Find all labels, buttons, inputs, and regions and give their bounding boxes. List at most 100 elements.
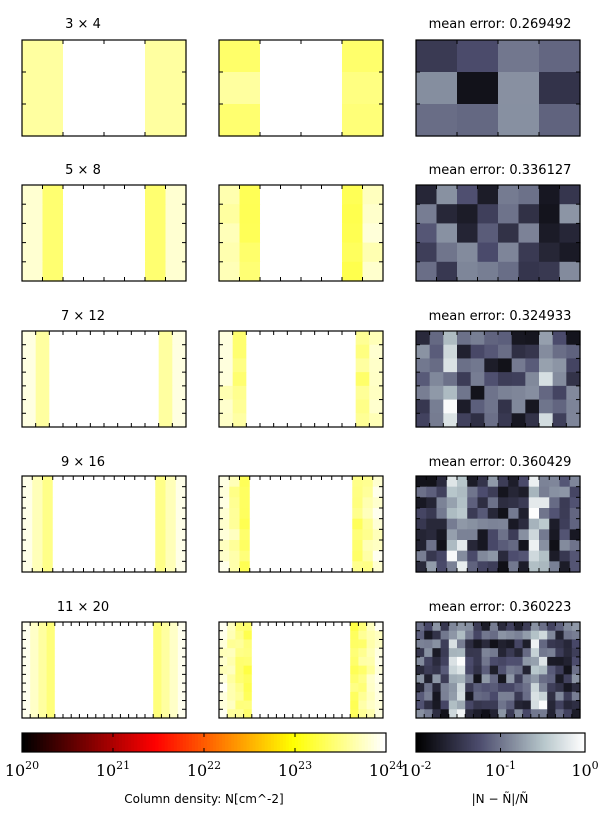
heatmap-cell xyxy=(42,518,54,530)
heatmap-cell xyxy=(42,204,64,224)
heatmap-cell xyxy=(362,185,384,205)
heatmap-cell xyxy=(280,185,302,205)
heatmap-cell xyxy=(487,529,499,541)
heatmap-cell xyxy=(487,497,499,509)
heatmap-cell xyxy=(416,648,425,658)
heatmap-cell xyxy=(426,550,438,562)
colorbar-segment xyxy=(472,733,475,752)
heatmap-cell xyxy=(169,648,179,658)
heatmap-cell xyxy=(314,399,329,414)
heatmap-cell xyxy=(321,204,343,224)
colorbar-tick-label: 10-2 xyxy=(400,759,431,780)
heatmap-cell xyxy=(273,413,288,428)
heatmap-cell xyxy=(229,518,241,530)
heatmap-cell xyxy=(426,476,438,488)
heatmap-cell xyxy=(301,204,323,224)
heatmap-cell xyxy=(63,665,72,675)
heatmap-cell xyxy=(331,550,343,562)
colorbar-segment xyxy=(228,733,232,752)
heatmap-cell xyxy=(555,622,565,632)
heatmap-cell xyxy=(172,372,187,387)
heatmap-cell xyxy=(104,529,115,541)
colorbar-segment xyxy=(463,733,466,752)
heatmap-cell xyxy=(104,683,113,693)
heatmap-cell xyxy=(440,709,450,719)
heatmap-cell xyxy=(155,476,167,488)
heatmap-cell xyxy=(22,691,31,702)
heatmap-cell xyxy=(465,683,474,693)
colorbar-segment xyxy=(49,733,53,752)
heatmap-cell xyxy=(325,648,335,658)
colorbar-segment xyxy=(285,733,290,752)
heatmap-cell xyxy=(38,691,48,702)
heatmap-cell xyxy=(251,630,261,641)
heatmap-cell xyxy=(120,665,130,675)
heatmap-cell xyxy=(426,540,438,552)
heatmap-cell xyxy=(246,399,261,414)
heatmap-cell xyxy=(429,399,444,414)
heatmap-cell xyxy=(342,700,351,710)
heatmap-cell xyxy=(416,372,431,387)
heatmap-cell xyxy=(63,40,105,73)
heatmap-cell xyxy=(287,372,302,387)
heatmap-cell xyxy=(301,261,323,282)
colorbar-segment xyxy=(430,733,433,752)
heatmap-cell xyxy=(432,709,442,719)
heatmap-cell xyxy=(63,540,74,552)
heatmap-cell xyxy=(42,476,54,488)
heatmap-cell xyxy=(436,540,448,552)
heatmap-cell xyxy=(90,344,105,360)
heatmap-cell xyxy=(219,691,228,702)
heatmap-cell xyxy=(260,476,271,488)
heatmap-cell xyxy=(518,518,530,530)
heatmap-cell xyxy=(46,683,56,693)
heatmap-cell xyxy=(342,242,364,263)
heatmap-cell xyxy=(314,413,329,428)
heatmap-cell xyxy=(470,399,485,414)
heatmap-cell xyxy=(32,508,44,520)
heatmap-cell xyxy=(528,561,540,573)
heatmap-cell xyxy=(477,550,489,562)
colorbar-segment xyxy=(435,733,438,752)
heatmap-cell xyxy=(301,630,310,641)
heatmap-cell xyxy=(270,497,282,509)
heatmap-cell xyxy=(352,529,364,541)
heatmap-cell xyxy=(280,508,292,520)
heatmap-cell xyxy=(467,561,479,573)
heatmap-cell xyxy=(161,709,171,719)
heatmap-cell xyxy=(260,529,271,541)
heatmap-cell xyxy=(104,691,113,702)
heatmap-cell xyxy=(487,508,499,520)
heatmap-cell xyxy=(301,508,312,520)
heatmap-cell xyxy=(514,700,524,710)
heatmap-cell xyxy=(443,385,458,401)
colorbar-segment xyxy=(249,733,254,752)
heatmap-cell xyxy=(83,540,95,552)
heatmap-cell xyxy=(145,665,154,675)
heatmap-cell xyxy=(301,648,310,658)
heatmap-cell xyxy=(71,630,80,641)
heatmap-cell xyxy=(473,709,483,719)
heatmap-cell xyxy=(42,486,54,498)
colorbar-segment xyxy=(580,733,583,752)
colorbar-segment xyxy=(361,733,366,752)
heatmap-cell xyxy=(518,486,530,498)
heatmap-cell xyxy=(352,518,364,530)
colorbar-segment xyxy=(508,733,511,752)
heatmap-cell xyxy=(333,648,343,658)
colorbar-segment xyxy=(301,733,305,752)
heatmap-cell xyxy=(284,665,294,675)
heatmap-cell xyxy=(219,104,261,137)
heatmap-cell xyxy=(260,639,269,649)
colorbar-segment xyxy=(496,733,499,752)
heatmap-cell xyxy=(136,709,146,719)
heatmap-cell xyxy=(301,639,310,649)
heatmap-cell xyxy=(342,358,357,373)
colorbar-segment xyxy=(442,733,445,752)
heatmap-cell xyxy=(350,656,359,667)
heatmap-cell xyxy=(153,622,162,632)
heatmap-cell xyxy=(416,486,427,498)
heatmap-cell xyxy=(177,622,187,632)
heatmap-cell xyxy=(73,561,85,573)
heatmap-cell xyxy=(559,261,581,282)
